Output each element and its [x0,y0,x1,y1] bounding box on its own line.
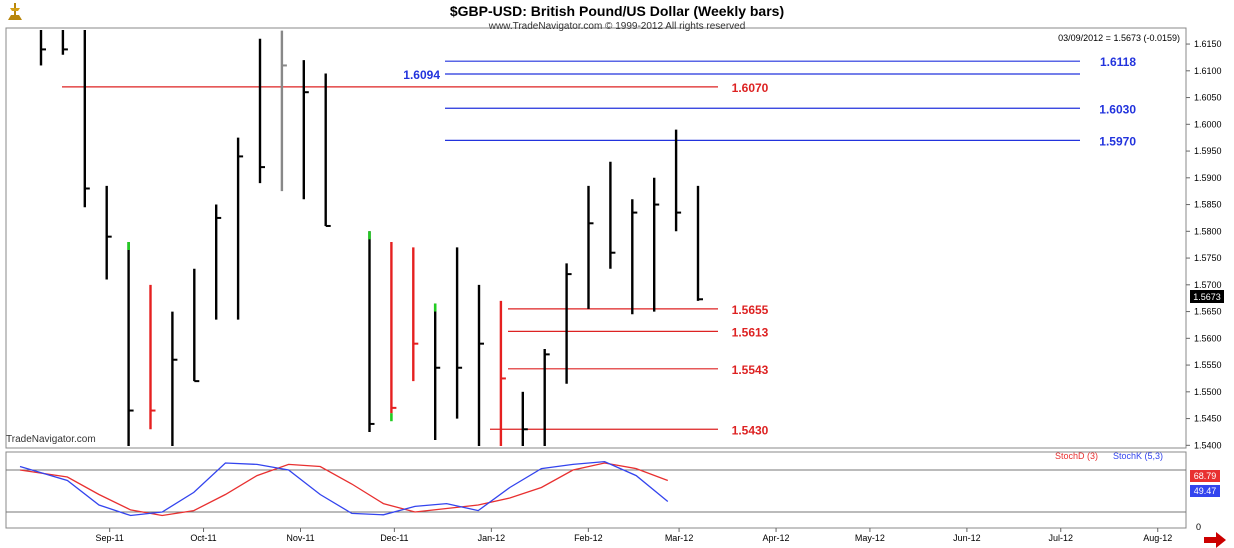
x-tick-label: Mar-12 [665,533,694,543]
x-tick-label: Jun-12 [953,533,981,543]
x-tick-label: Nov-11 [286,533,314,543]
stochastic-lines [6,460,1186,517]
y-tick-label: 1.5500 [1194,387,1222,397]
price-axis: 1.6150 1.6100 1.6050 1.6000 1.5950 1.5900 1.58… [1186,39,1222,450]
x-tick-label: Feb-12 [574,533,603,543]
stochk-value: 49.47 [1194,486,1217,496]
stochastic-panel-frame [5,451,1187,529]
y-tick-label: 1.5700 [1194,280,1222,290]
y-tick-label: 1.5400 [1194,440,1222,450]
x-tick-label: Sep-11 [95,533,123,543]
resistance-level-label: 1.6030 [1099,102,1136,116]
stochk-line [19,460,669,517]
support-level-label: 1.5430 [732,423,769,437]
y-tick-label: 1.5550 [1194,360,1222,370]
support-level-label: 1.5655 [732,303,769,317]
level-lines: 1.6118 1.6094 1.6030 1.5970 1.6070 1.5655 1.56… [62,55,1136,437]
y-tick-label: 1.6100 [1194,66,1222,76]
price-info: 03/09/2012 = 1.5673 (-0.0159) [1058,33,1180,43]
last-price-text: 1.5673 [1193,292,1221,302]
x-tick-label: May-12 [855,533,885,543]
watermark: TradeNavigator.com [6,434,96,445]
date-axis: Sep-11 Oct-11 Nov-11 Dec-11 Jan-12 Feb-12 Mar-… [95,528,1172,543]
chart-title: $GBP-USD: British Pound/US Dollar (Weekl… [450,3,784,19]
scroll-right-icon[interactable] [1204,532,1226,548]
y-tick-label: 1.5850 [1194,200,1222,210]
x-tick-label: Jan-12 [478,533,506,543]
y-tick-label: 1.5650 [1194,307,1222,317]
y-tick-label: 1.6150 [1194,39,1222,49]
support-level-label: 1.5543 [732,363,769,377]
support-level-label: 1.6070 [732,81,769,95]
x-tick-label: Jul-12 [1048,533,1073,543]
support-level-label: 1.5613 [732,325,769,339]
y-tick-label: 1.5600 [1194,333,1222,343]
x-tick-label: Oct-11 [190,533,216,543]
y-tick-label: 1.5800 [1194,226,1222,236]
resistance-level-label: 1.5970 [1099,134,1136,148]
price-panel-frame [5,27,1187,449]
copyright-text: www.TradeNavigator.com © 1999-2012 All r… [488,21,746,32]
stochd-value-tag [1190,470,1220,482]
resistance-level-label: 1.6094 [403,68,440,82]
resistance-level-label: 1.6118 [1100,55,1136,69]
y-tick-label: 1.5950 [1194,146,1222,156]
x-tick-label: Apr-12 [763,533,790,543]
y-tick-label: 1.6050 [1194,93,1222,103]
x-tick-label: Aug-12 [1143,533,1172,543]
y-tick-label: 1.5450 [1194,414,1222,424]
x-tick-label: Dec-11 [380,533,408,543]
stochd-line [19,462,669,517]
y-tick-label: 1.5750 [1194,253,1222,263]
y-tick-label: 1.6000 [1194,119,1222,129]
stochd-value: 68.79 [1194,471,1217,481]
last-price-tag [1190,290,1224,303]
stochastic-zero-tick: 0 [1196,522,1201,532]
price-bars [39,30,703,446]
stochk-legend: StochK (5,3) [1113,451,1163,461]
logo-icon [8,3,22,20]
stochd-legend: StochD (3) [1055,451,1098,461]
y-tick-label: 1.5900 [1194,173,1222,183]
stochk-value-tag [1190,485,1220,497]
